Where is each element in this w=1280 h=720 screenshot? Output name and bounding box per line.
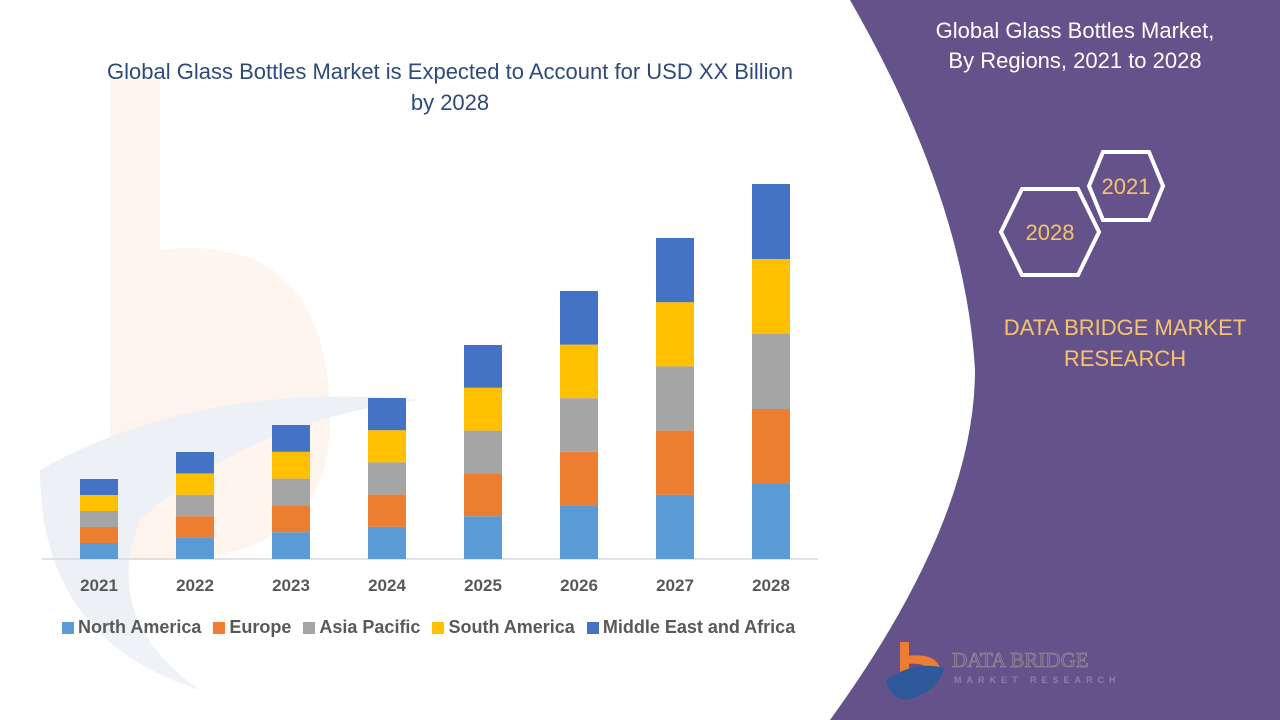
logo-icon [886,642,945,700]
legend-swatch [303,621,316,634]
bar-2023-europe [272,505,310,533]
bar-2028-europe [752,409,790,484]
side-title-line2: By Regions, 2021 to 2028 [948,48,1202,73]
bar-2024-north-america [368,526,406,559]
bar-2026-middle-east-and-africa [560,291,598,345]
legend-item: North America [62,617,201,638]
bar-2022-north-america [176,537,214,559]
hex-label-end: 2028 [1025,220,1075,245]
bar-2025-europe [464,473,502,517]
bar-2023-south-america [272,451,310,479]
bar-2025-south-america [464,387,502,431]
bar-2022-asia-pacific [176,494,214,517]
legend-swatch [213,621,226,634]
bar-2024-europe [368,494,406,527]
bar-2025-asia-pacific [464,430,502,474]
bar-2021-europe [80,527,118,543]
bar-2028-middle-east-and-africa [752,184,790,259]
chart-title: Global Glass Bottles Market is Expected … [107,59,793,115]
bar-2022-middle-east-and-africa [176,452,214,474]
hexagon-2028 [998,187,1102,277]
hexagon-2021 [1086,150,1166,222]
x-tick-label: 2025 [464,576,502,595]
x-tick-label: 2022 [176,576,214,595]
side-panel-title: Global Glass Bottles Market, By Regions,… [890,16,1260,76]
legend-label: Asia Pacific [319,617,421,637]
legend-item: Europe [213,617,291,638]
bar-2025-north-america [464,516,502,559]
legend-label: South America [448,617,575,637]
bar-2021-middle-east-and-africa [80,479,118,495]
x-tick-label: 2023 [272,576,310,595]
legend-swatch [62,621,74,634]
legend-item: Asia Pacific [303,617,420,638]
legend-label: Middle East and Africa [602,617,796,637]
x-tick-label: 2028 [752,576,790,595]
bar-2021-asia-pacific [80,511,118,527]
legend-label: North America [78,617,202,637]
bar-2024-middle-east-and-africa [368,398,406,431]
bar-2023-north-america [272,532,310,559]
bar-2022-europe [176,516,214,538]
bar-2028-south-america [752,259,790,334]
bar-2024-south-america [368,430,406,463]
legend-item: Middle East and Africa [586,617,796,638]
bar-2021-north-america [80,543,118,559]
logo-name: DATA BRIDGE [952,648,1089,673]
side-title-line1: Global Glass Bottles Market, [935,18,1215,43]
logo-subtitle: MARKET RESEARCH [954,675,1121,685]
bar-2028-north-america [752,484,790,559]
bar-2026-asia-pacific [560,398,598,452]
bar-2028-asia-pacific [752,334,790,409]
brand-line1: DATA BRIDGE MARKET [1003,315,1247,340]
legend-swatch [432,621,445,634]
x-tick-label: 2021 [80,576,118,595]
bar-2023-middle-east-and-africa [272,425,310,452]
x-tick-label: 2027 [656,576,694,595]
brand-line2: RESEARCH [1063,346,1187,371]
bar-2027-north-america [656,494,694,559]
bar-2027-middle-east-and-africa [656,238,694,303]
bar-2022-south-america [176,473,214,495]
bar-2024-asia-pacific [368,462,406,495]
bar-2023-asia-pacific [272,478,310,506]
bar-2026-north-america [560,505,598,559]
bar-2026-south-america [560,344,598,399]
legend-item: South America [432,617,575,638]
bar-2025-middle-east-and-africa [464,345,502,388]
side-panel-background [830,0,1280,720]
bar-2026-europe [560,451,598,506]
brand-text: DATA BRIDGE MARKET RESEARCH [985,312,1265,374]
bar-2027-europe [656,430,694,495]
bar-2027-south-america [656,302,694,367]
x-tick-label: 2026 [560,576,598,595]
legend-label: Europe [229,617,292,637]
watermark [40,80,420,690]
legend: North America Europe Asia Pacific South Ame… [62,617,795,638]
x-tick-label: 2024 [368,576,406,595]
hex-label-start: 2021 [1101,174,1151,199]
bar-2021-south-america [80,495,118,511]
bar-2027-asia-pacific [656,366,694,431]
legend-swatch [586,621,599,634]
